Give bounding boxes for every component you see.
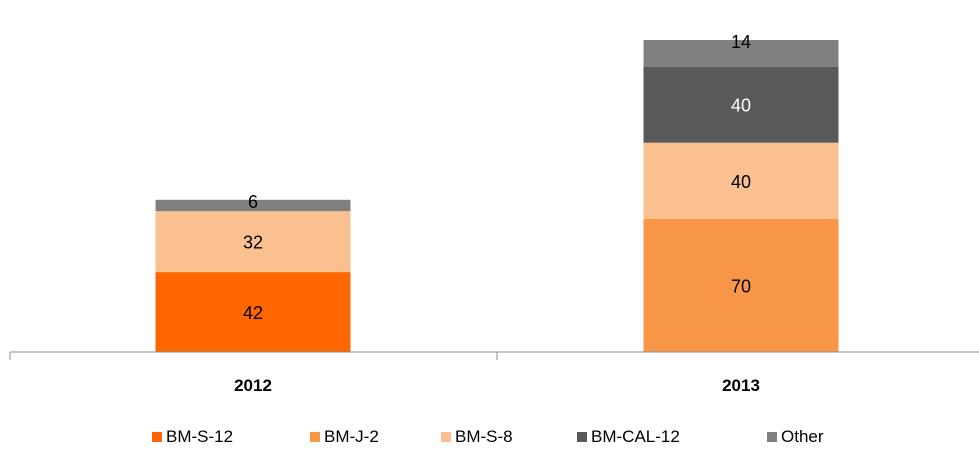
bar-2012-bm-s-8 [155,211,351,273]
legend-label-bm-s-12: BM-S-12 [166,427,233,446]
x-axis: 2012 2013 [9,351,979,395]
legend: BM-S-12 BM-J-2 BM-S-8 BM-CAL-12 Other [152,427,824,446]
data-label-2012-bm-s-12: 42 [243,303,263,323]
legend-swatch-bm-s-12 [152,432,162,442]
data-label-2013-bm-cal-12: 40 [731,96,751,116]
legend-label-bm-j-2: BM-J-2 [324,427,379,446]
legend-swatch-bm-j-2 [310,432,320,442]
legend-swatch-bm-s-8 [441,432,451,442]
data-labels-group: 42 32 6 70 40 40 14 [243,32,751,323]
bars-group [155,40,839,352]
bar-2013-bm-j-2 [643,218,839,352]
legend-label-bm-s-8: BM-S-8 [455,427,513,446]
bar-2012-other [155,199,351,212]
legend-swatch-bm-cal-12 [577,432,587,442]
x-tick-label-2012: 2012 [234,376,272,395]
bar-2013-bm-cal-12 [643,66,839,143]
bar-2012-bm-s-12 [155,272,351,352]
legend-label-other: Other [781,427,824,446]
bar-2013-other [643,40,839,67]
data-label-2012-bm-s-8: 32 [243,233,263,253]
x-tick-label-2013: 2013 [722,376,760,395]
data-label-2013-bm-s-8: 40 [731,172,751,192]
data-label-2013-bm-j-2: 70 [731,276,751,296]
legend-swatch-other [767,432,777,442]
legend-label-bm-cal-12: BM-CAL-12 [591,427,680,446]
bar-2013-bm-s-8 [643,142,839,219]
data-label-2013-other: 14 [731,32,751,52]
data-label-2012-other: 6 [248,192,258,212]
